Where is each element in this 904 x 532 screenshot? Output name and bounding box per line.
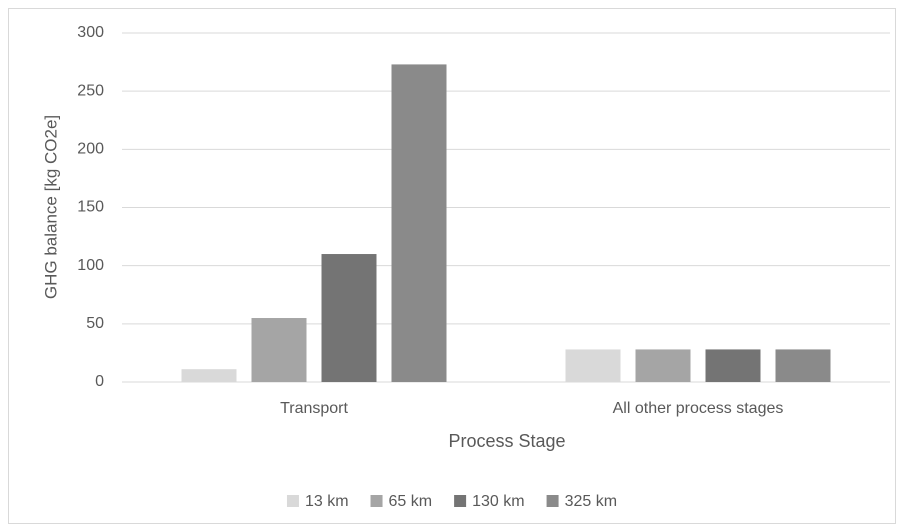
legend-swatch bbox=[454, 495, 467, 507]
legend-label: 130 km bbox=[472, 493, 524, 510]
x-axis-title: Process Stage bbox=[448, 431, 565, 451]
bar bbox=[705, 349, 761, 382]
bar bbox=[391, 64, 447, 382]
y-axis-title: GHG balance [kg CO2e] bbox=[41, 115, 60, 299]
y-tick-label: 50 bbox=[86, 315, 104, 332]
x-tick-label: Transport bbox=[280, 400, 348, 417]
bar bbox=[181, 369, 237, 382]
x-tick-label: All other process stages bbox=[613, 400, 784, 417]
bar bbox=[565, 349, 621, 382]
y-tick-label: 250 bbox=[77, 82, 104, 99]
y-tick-label: 150 bbox=[77, 199, 104, 216]
y-tick-label: 200 bbox=[77, 141, 104, 158]
y-tick-label: 100 bbox=[77, 257, 104, 274]
legend-label: 325 km bbox=[565, 493, 617, 510]
bar bbox=[321, 254, 377, 382]
legend-label: 13 km bbox=[305, 493, 349, 510]
bar bbox=[775, 349, 831, 382]
bar bbox=[251, 318, 307, 382]
legend-label: 65 km bbox=[389, 493, 433, 510]
legend-swatch bbox=[370, 495, 383, 507]
y-tick-label: 300 bbox=[77, 24, 104, 41]
legend-swatch bbox=[546, 495, 559, 507]
bar bbox=[635, 349, 691, 382]
legend-swatch bbox=[286, 495, 299, 507]
y-tick-label: 0 bbox=[95, 373, 104, 390]
